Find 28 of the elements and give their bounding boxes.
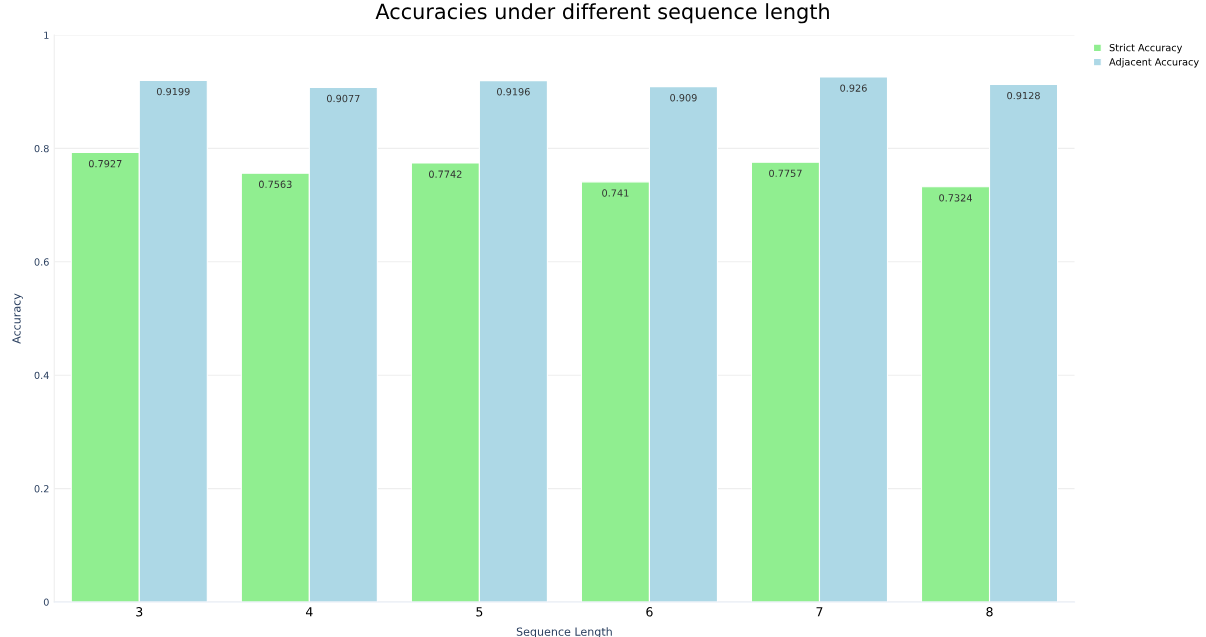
data-label: 0.9077 xyxy=(326,94,360,103)
y-tick-label: 1 xyxy=(44,31,49,39)
y-tick-label: 0.8 xyxy=(34,144,49,153)
y-tick-label: 0 xyxy=(43,598,49,606)
x-tick-label: 3 xyxy=(136,607,143,617)
x-tick-label: 4 xyxy=(305,607,313,617)
data-label: 0.926 xyxy=(840,84,867,92)
y-tick-label: 0.6 xyxy=(34,258,49,266)
data-label: 0.7742 xyxy=(429,170,462,178)
x-tick-label: 6 xyxy=(646,607,653,617)
legend-label: Strict Accuracy xyxy=(1109,43,1183,54)
data-label: 0.7757 xyxy=(769,169,802,177)
data-label: 0.741 xyxy=(602,189,629,197)
chart-title: Accuracies under different sequence length xyxy=(375,3,829,24)
data-label: 0.7927 xyxy=(88,159,122,168)
legend-label: Adjacent Accuracy xyxy=(1109,58,1199,68)
x-tick-label: 8 xyxy=(986,607,993,617)
y-tick-label: 0.2 xyxy=(34,485,49,493)
x-tick-label: 5 xyxy=(476,607,483,617)
data-label: 0.9199 xyxy=(156,87,190,96)
data-label: 0.7563 xyxy=(258,180,292,188)
y-axis-title: Accuracy xyxy=(12,293,23,344)
y-tick-label: 0.4 xyxy=(34,371,49,380)
data-label: 0.9196 xyxy=(497,88,530,96)
data-label: 0.9128 xyxy=(1007,91,1040,100)
x-tick-label: 7 xyxy=(816,607,823,617)
data-label: 0.909 xyxy=(670,94,697,102)
data-label: 0.7324 xyxy=(939,194,972,202)
